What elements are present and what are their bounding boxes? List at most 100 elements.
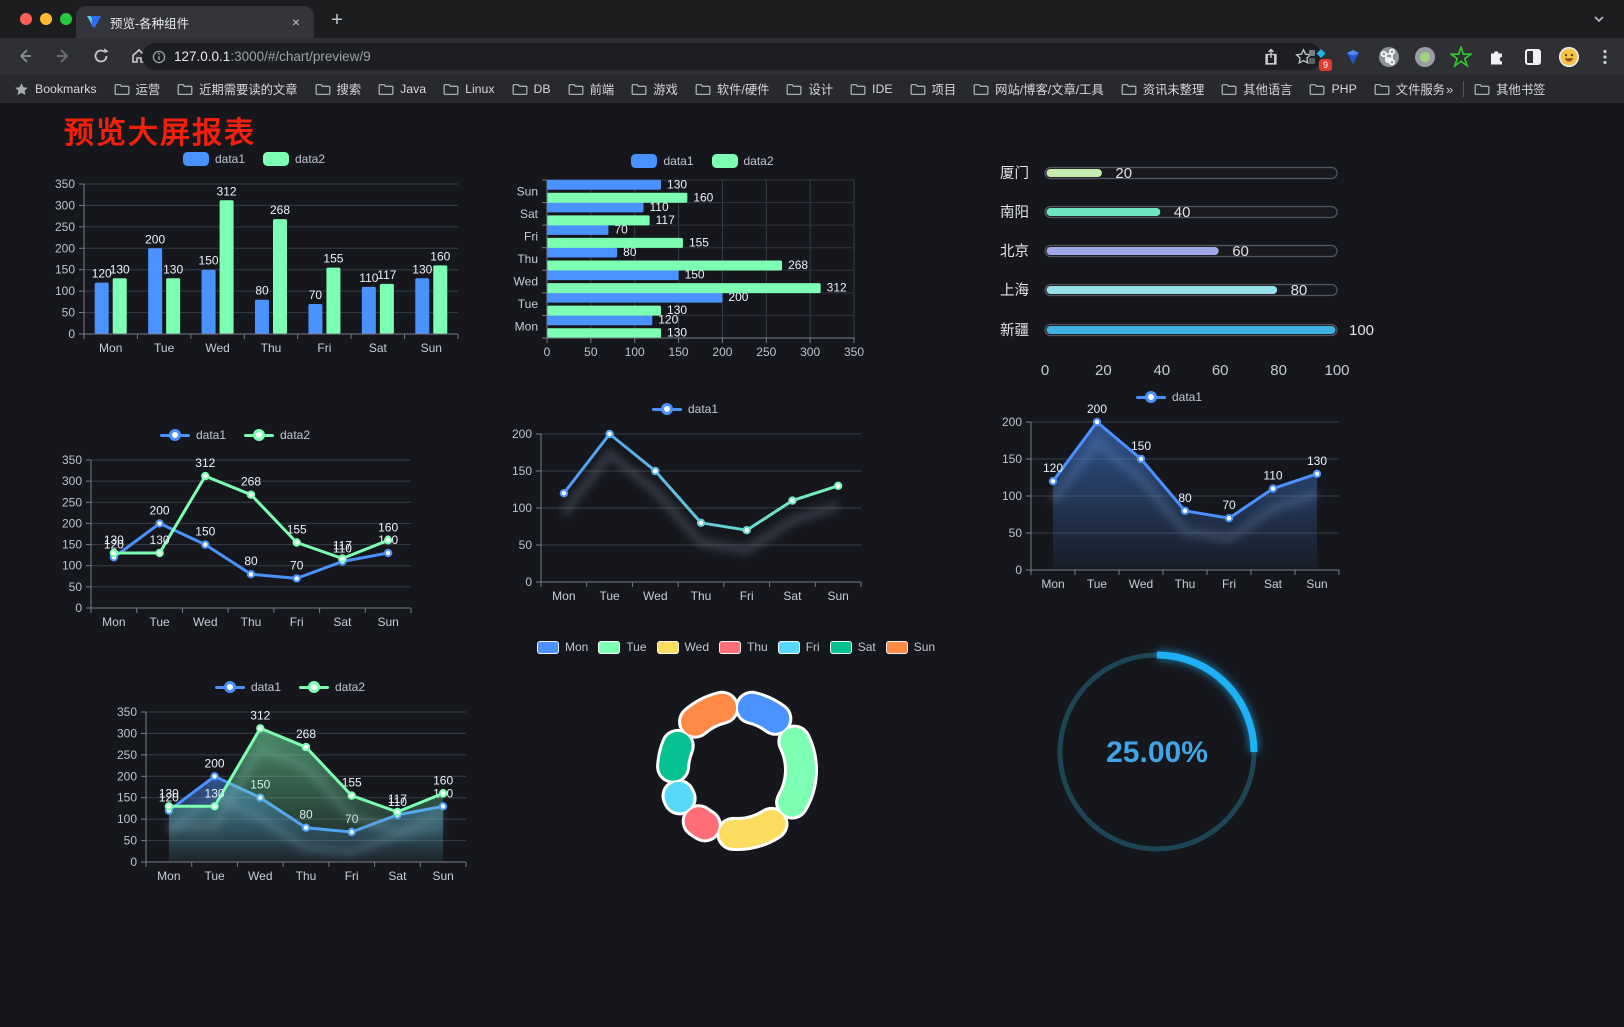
svg-text:250: 250 <box>62 495 82 509</box>
zoom-window-button[interactable] <box>60 13 72 25</box>
reload-button[interactable] <box>90 45 112 67</box>
bookmark-item[interactable]: 文件服务器 <box>1374 80 1444 98</box>
legend-item[interactable]: Mon <box>536 640 588 654</box>
legend-item[interactable]: data2 <box>244 428 310 442</box>
bookmarks-overflow-chevron[interactable]: » <box>1446 81 1454 97</box>
back-button[interactable] <box>14 45 36 67</box>
chart-canvas: 0 50 100 150 200 Mon Tue Wed Thu Fri Sat Sun <box>512 427 862 603</box>
bookmark-item[interactable]: 搜索 <box>315 80 361 98</box>
area-line-chart[interactable]: data1 120 200 150 80 70 110 130 0 50 100 150 200 Mon T… <box>985 386 1353 596</box>
bookmark-item[interactable]: 前端 <box>568 80 614 98</box>
bookmark-label: 资讯未整理 <box>1142 83 1205 97</box>
svg-text:100: 100 <box>55 284 75 298</box>
bookmark-item[interactable]: Java <box>378 82 426 96</box>
legend-label: data1 <box>663 154 694 168</box>
svg-text:200: 200 <box>55 241 75 255</box>
svg-text:150: 150 <box>199 254 219 268</box>
line-chart-two-series[interactable]: data1data2120200150807011013013013031226… <box>45 424 425 634</box>
svg-text:Sat: Sat <box>520 207 539 221</box>
browser-tab[interactable]: 预览-各种组件 × <box>76 6 314 38</box>
bookmark-item[interactable]: 项目 <box>910 80 956 98</box>
svg-text:130: 130 <box>1307 454 1327 468</box>
legend-item[interactable]: data1 <box>182 152 245 166</box>
tab-close-icon[interactable]: × <box>291 14 300 30</box>
minimize-window-button[interactable] <box>40 13 52 25</box>
chevron-down-icon[interactable] <box>1592 12 1606 26</box>
bookmark-item[interactable]: 软件/硬件 <box>695 80 769 98</box>
extensions-puzzle-icon[interactable] <box>1486 46 1508 68</box>
legend-item[interactable]: Wed <box>656 640 709 654</box>
svg-text:155: 155 <box>689 235 709 249</box>
info-icon[interactable] <box>152 50 166 64</box>
bookmark-item[interactable]: 其他语言 <box>1221 80 1292 98</box>
menu-kebab-icon[interactable] <box>1594 46 1616 68</box>
svg-text:60: 60 <box>1212 362 1229 379</box>
legend-item[interactable]: data2 <box>263 152 325 166</box>
folder-icon <box>786 83 802 95</box>
svg-text:200: 200 <box>1002 415 1022 429</box>
chart-legend: data1 data2 <box>505 150 900 172</box>
bookmark-item[interactable]: 近期需要读的文章 <box>177 80 298 98</box>
bookmark-item[interactable]: DB <box>512 82 551 96</box>
bookmark-item[interactable]: 设计 <box>786 80 833 98</box>
bookmark-item[interactable]: 游戏 <box>631 80 678 98</box>
svg-text:上海: 上海 <box>1000 282 1029 299</box>
bar-chart[interactable]: data1 data2 120 200 150 80 70 110 130 130 130 312 26… <box>38 148 470 362</box>
share-icon[interactable] <box>1263 48 1279 65</box>
legend-item[interactable]: data1 <box>1135 390 1202 404</box>
bookmark-item[interactable]: 网站/博客/文章/工具 <box>973 80 1104 98</box>
legend-item[interactable]: Tue <box>598 640 647 654</box>
legend-item[interactable]: data1 <box>651 402 718 416</box>
svg-text:100: 100 <box>512 501 532 515</box>
extension-star-icon[interactable] <box>1450 45 1472 68</box>
legend-marker <box>656 640 679 654</box>
svg-text:130: 130 <box>667 326 687 340</box>
profile-avatar[interactable] <box>1558 46 1580 68</box>
legend-item[interactable]: Sun <box>885 640 935 654</box>
url-bar[interactable]: 127.0.0.1:3000/#/chart/preview/9 <box>142 43 1322 70</box>
legend-item[interactable]: data1 <box>631 154 694 168</box>
progress-bar-chart[interactable]: 厦门 20 南阳 40 北京 60 上海 80 新疆 100 0 20 40 60 80 100 <box>985 150 1374 390</box>
tab-favicon <box>87 16 101 28</box>
bookmark-item[interactable]: PHP <box>1309 82 1357 96</box>
stacked-area-chart[interactable]: data1data2120200150807011013013013031226… <box>100 676 480 888</box>
bookmark-label: 网站/博客/文章/工具 <box>995 83 1104 97</box>
extension-circle-icon[interactable] <box>1414 46 1436 68</box>
bookmark-star-icon[interactable] <box>1295 48 1312 65</box>
svg-text:80: 80 <box>244 554 258 568</box>
bookmarks-root-item[interactable]: Bookmarks <box>14 82 97 97</box>
other-bookmarks-item[interactable]: 其他书签 <box>1474 80 1545 98</box>
chart-legend: data1 <box>985 386 1353 408</box>
extension-command-icon[interactable] <box>1378 46 1400 68</box>
bookmark-item[interactable]: 运营 <box>114 80 160 98</box>
svg-text:117: 117 <box>377 268 396 282</box>
bookmark-item[interactable]: IDE <box>850 82 893 96</box>
doughnut-chart[interactable]: Mon Tue Wed Thu Fri Sat Sun <box>536 636 935 868</box>
close-window-button[interactable] <box>20 13 32 25</box>
legend-item[interactable]: data2 <box>711 154 774 168</box>
chart-legend: Mon Tue Wed Thu Fri Sat Sun <box>536 636 935 658</box>
forward-button[interactable] <box>52 45 74 67</box>
extension-grid-icon[interactable]: 9 <box>1306 46 1332 71</box>
bookmark-item[interactable]: 资讯未整理 <box>1121 80 1205 98</box>
page-title: 预览大屏报表 <box>64 117 256 150</box>
legend-label: data2 <box>280 428 311 442</box>
extension-darkmode-icon[interactable] <box>1522 46 1544 68</box>
bookmark-item[interactable]: Linux <box>443 82 495 96</box>
new-tab-button[interactable]: + <box>331 9 343 31</box>
svg-text:Tue: Tue <box>154 341 175 355</box>
legend-item[interactable]: Fri <box>777 640 820 654</box>
svg-text:160: 160 <box>430 249 450 263</box>
legend-item[interactable]: data1 <box>214 680 281 694</box>
legend-item[interactable]: Sat <box>829 640 876 654</box>
gauge-chart[interactable]: 25.00% <box>1053 646 1263 860</box>
horizontal-bar-chart[interactable]: data1 data2 120 200 150 80 70 110 130 130 130 312 26… <box>505 150 900 364</box>
legend-item[interactable]: data1 <box>159 428 226 442</box>
legend-item[interactable]: Thu <box>719 640 768 654</box>
gradient-line-chart[interactable]: data1 0 50 100 150 200 Mon Tue Wed Thu Fri Sat Sun <box>495 398 875 608</box>
svg-text:130: 130 <box>667 303 687 317</box>
svg-text:Sat: Sat <box>1264 577 1283 591</box>
legend-item[interactable]: data2 <box>299 680 365 694</box>
extension-gem-icon[interactable] <box>1342 46 1364 68</box>
